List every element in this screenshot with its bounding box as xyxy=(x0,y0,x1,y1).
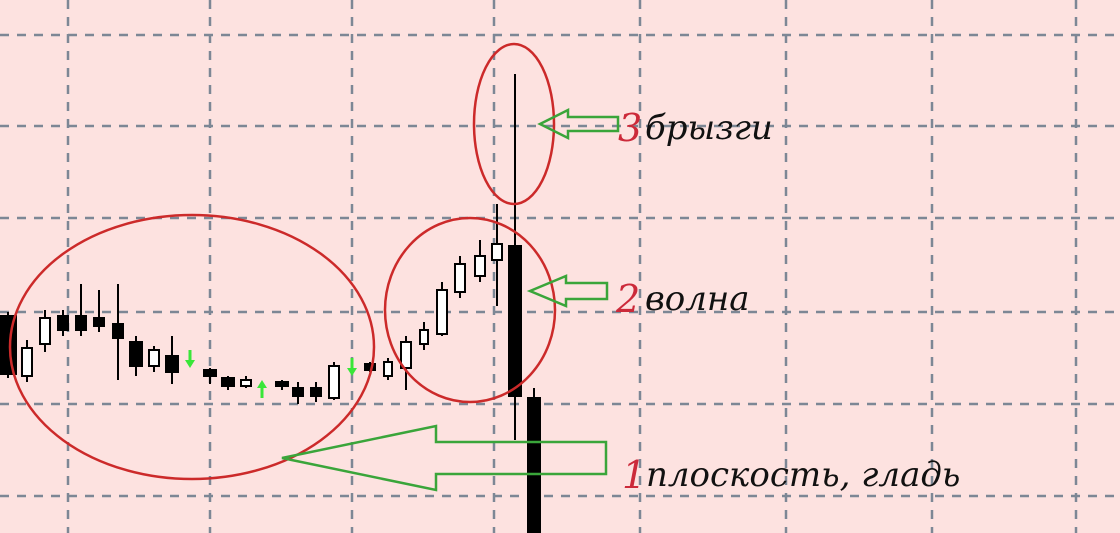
signal-arrow-head xyxy=(257,380,267,388)
signal-arrow-2 xyxy=(257,380,267,398)
signal-arrow-head xyxy=(347,368,357,376)
candle-body xyxy=(240,379,252,387)
annotation-1-label: плоскость, гладь xyxy=(646,455,960,495)
candle-body xyxy=(383,361,393,377)
candle-15 xyxy=(310,382,322,402)
candle-body xyxy=(474,255,486,277)
candle-body xyxy=(221,377,235,387)
candle-11 xyxy=(221,376,235,390)
candle-22 xyxy=(454,256,466,298)
candle-10 xyxy=(203,368,217,384)
candle-body xyxy=(292,387,304,397)
candles xyxy=(0,74,541,533)
candle-7 xyxy=(129,336,143,376)
candle-body xyxy=(419,329,429,345)
candle-body xyxy=(400,341,412,369)
candle-25 xyxy=(508,74,522,440)
candle-body xyxy=(436,289,448,335)
candle-body xyxy=(75,315,87,331)
annotation-2-number: 2 xyxy=(615,277,640,321)
annotation-1-number: 1 xyxy=(622,453,646,497)
annotation-labels: 3 брызги 2 волна 1 плоскость, гладь xyxy=(615,106,960,497)
candle-2 xyxy=(39,310,51,352)
candle-5 xyxy=(93,290,105,332)
candle-20 xyxy=(419,322,429,350)
candle-18 xyxy=(383,358,393,380)
ellipse-flat-zone xyxy=(8,213,376,481)
signal-arrow-1 xyxy=(347,358,357,376)
candle-19 xyxy=(400,336,412,390)
annotation-3-label: брызги xyxy=(645,108,773,148)
candle-4 xyxy=(75,284,87,336)
ellipse-wave-zone xyxy=(383,216,557,404)
candle-body xyxy=(527,397,541,533)
candle-24 xyxy=(491,204,503,306)
candle-body xyxy=(112,323,124,339)
candle-body xyxy=(310,387,322,397)
annotation-2-label: волна xyxy=(645,279,750,319)
candle-body xyxy=(148,349,160,367)
candle-23 xyxy=(474,240,486,282)
candle-3 xyxy=(57,310,69,336)
candle-16 xyxy=(328,362,340,400)
candle-body xyxy=(93,317,105,327)
candle-1 xyxy=(21,340,33,382)
candle-body xyxy=(21,347,33,377)
candle-8 xyxy=(148,346,160,372)
candle-body xyxy=(203,369,217,377)
candle-body xyxy=(275,381,289,387)
signal-arrow-head xyxy=(185,360,195,368)
candle-body xyxy=(165,355,179,373)
candle-6 xyxy=(112,284,124,380)
candle-body xyxy=(129,341,143,367)
ellipse-spray-zone xyxy=(472,42,556,206)
signal-arrows xyxy=(185,350,357,398)
signal-arrow-0 xyxy=(185,350,195,368)
candle-body xyxy=(454,263,466,293)
pointer-arrow-wave xyxy=(526,274,609,308)
candle-14 xyxy=(292,382,304,404)
pointer-arrow-flat xyxy=(281,424,608,492)
candle-12 xyxy=(240,376,252,388)
candle-body xyxy=(508,245,522,397)
candle-body xyxy=(491,243,503,261)
candle-body xyxy=(39,317,51,345)
candle-21 xyxy=(436,282,448,336)
candle-body xyxy=(328,365,340,399)
pointer-arrows xyxy=(281,107,620,492)
annotation-3-number: 3 xyxy=(618,106,642,150)
highlight-ellipses xyxy=(8,42,557,481)
candle-13 xyxy=(275,380,289,390)
candle-body xyxy=(57,315,69,331)
candle-9 xyxy=(165,336,179,384)
pointer-arrow-spray xyxy=(537,107,620,141)
candle-26 xyxy=(527,388,541,533)
